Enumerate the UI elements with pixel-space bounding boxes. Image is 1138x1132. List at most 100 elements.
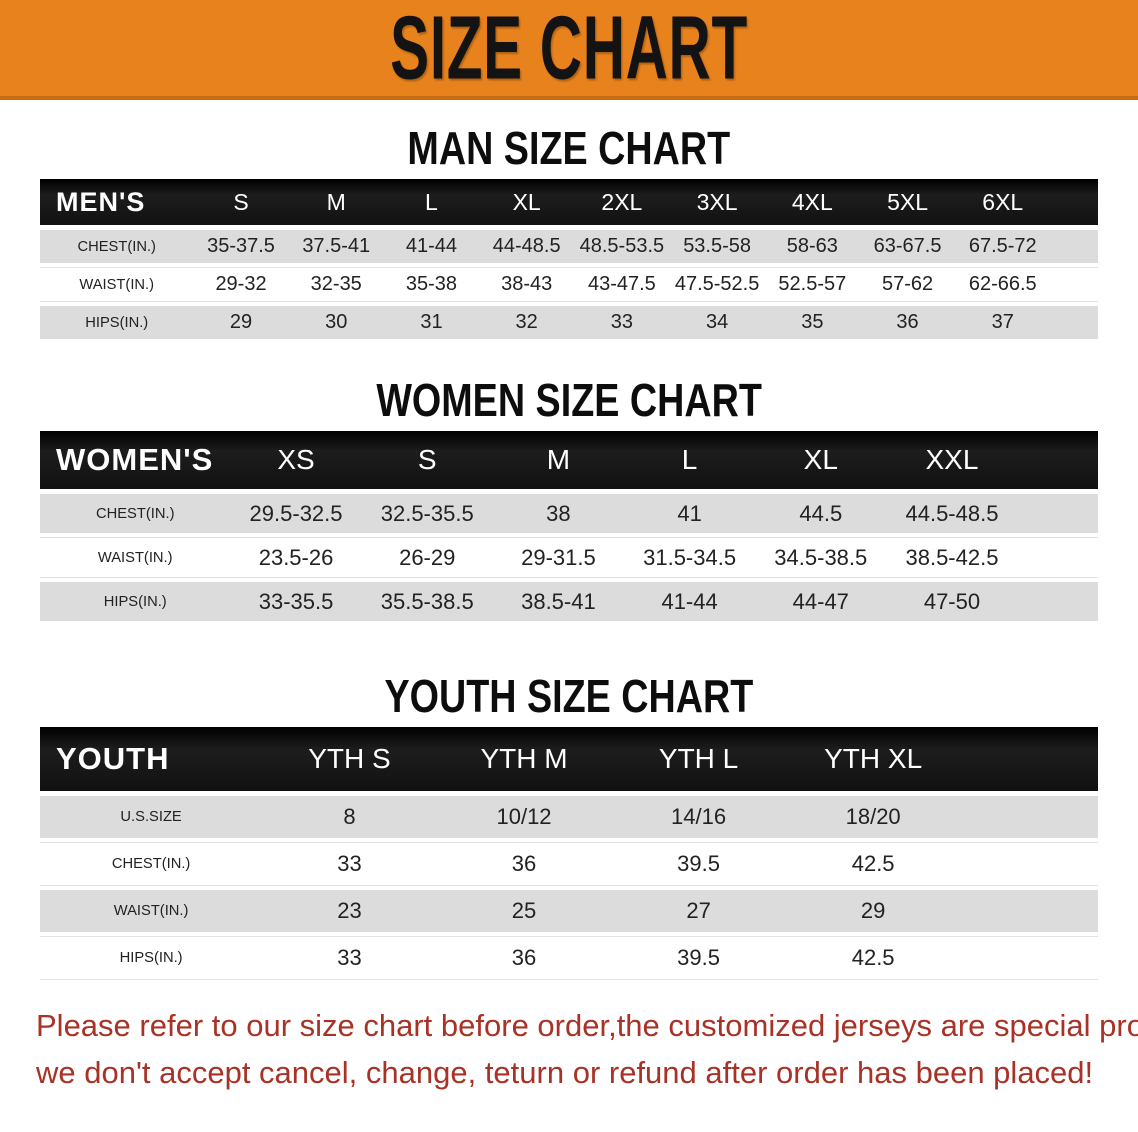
size-value: 26-29 <box>361 538 493 577</box>
size-value: 41-44 <box>383 230 480 263</box>
table-row: HIPS(IN.) 33 36 39.5 42.5 <box>40 937 1098 979</box>
size-value: 29 <box>193 306 289 339</box>
size-column-header: YTH S <box>262 727 437 791</box>
header-filler <box>1017 431 1098 489</box>
size-value: 36 <box>436 843 612 885</box>
size-value: 33 <box>262 843 437 885</box>
size-column-header: 6XL <box>955 179 1051 225</box>
size-value: 34 <box>669 306 765 339</box>
size-value: 44-47 <box>755 582 887 621</box>
row-label: CHEST(IN.) <box>40 843 263 885</box>
men-table-body: CHEST(IN.) 35-37.5 37.5-41 41-44 44-48.5 48.5… <box>40 230 1098 339</box>
size-value: 23 <box>262 890 437 932</box>
size-column-header: XL <box>479 179 575 225</box>
size-value: 47.5-52.5 <box>669 268 765 301</box>
women-table-body: CHEST(IN.) 29.5-32.5 32.5-35.5 38 41 44.5 44.5… <box>40 494 1098 621</box>
women-title-row: WOMEN SIZE CHART <box>0 374 1138 426</box>
disclaimer-line-2: we don't accept cancel, change, teturn o… <box>36 1055 1094 1090</box>
youth-table-body: U.S.SIZE 8 10/12 14/16 18/20 CHEST(IN.) 33 36 39… <box>40 796 1098 979</box>
size-column-header: YTH L <box>611 727 786 791</box>
row-filler <box>1050 230 1098 263</box>
size-value: 42.5 <box>785 843 961 885</box>
size-chart-banner: SIZE CHART <box>0 0 1138 100</box>
size-value: 44.5-48.5 <box>886 494 1018 533</box>
size-value: 37 <box>955 306 1051 339</box>
table-header-label: WOMEN'S <box>40 431 231 489</box>
size-value: 36 <box>436 937 612 979</box>
banner-title: SIZE CHART <box>390 0 748 99</box>
row-label: HIPS(IN.) <box>40 582 231 621</box>
size-value: 57-62 <box>859 268 956 301</box>
row-filler <box>1017 582 1098 621</box>
table-header-label: MEN'S <box>40 179 194 225</box>
row-label: U.S.SIZE <box>40 796 263 838</box>
size-value: 41 <box>624 494 756 533</box>
size-value: 33-35.5 <box>230 582 362 621</box>
size-column-header: S <box>193 179 289 225</box>
size-value: 67.5-72 <box>955 230 1051 263</box>
women-section: WOMEN SIZE CHART WOMEN'S XS S M L XL XXL CHEST… <box>0 374 1138 626</box>
men-size-table: MEN'S S M L XL 2XL 3XL 4XL 5XL 6XL CHEST(IN.) 35-3… <box>40 174 1098 344</box>
size-value: 38 <box>492 494 624 533</box>
size-column-header: S <box>361 431 493 489</box>
row-label: WAIST(IN.) <box>40 538 231 577</box>
size-value: 44-48.5 <box>479 230 575 263</box>
size-value: 44.5 <box>755 494 887 533</box>
row-label: WAIST(IN.) <box>40 268 194 301</box>
row-filler <box>960 796 1098 838</box>
table-row: HIPS(IN.) 29 30 31 32 33 34 35 36 37 <box>40 306 1098 339</box>
row-label: HIPS(IN.) <box>40 306 194 339</box>
men-section: MAN SIZE CHART MEN'S S M L XL 2XL 3XL 4XL 5XL 6XL… <box>0 122 1138 344</box>
header-filler <box>960 727 1098 791</box>
row-filler <box>1017 494 1098 533</box>
size-value: 53.5-58 <box>669 230 765 263</box>
women-section-title: WOMEN SIZE CHART <box>376 374 762 426</box>
size-value: 38.5-41 <box>492 582 624 621</box>
row-label: CHEST(IN.) <box>40 230 194 263</box>
size-value: 35 <box>764 306 860 339</box>
size-value: 52.5-57 <box>764 268 860 301</box>
size-value: 27 <box>611 890 786 932</box>
youth-header-row: YOUTH YTH S YTH M YTH L YTH XL <box>40 727 1098 791</box>
size-value: 48.5-53.5 <box>574 230 670 263</box>
header-filler <box>1050 179 1098 225</box>
row-filler <box>960 843 1098 885</box>
row-label: WAIST(IN.) <box>40 890 263 932</box>
size-value: 47-50 <box>886 582 1018 621</box>
size-value: 38-43 <box>479 268 575 301</box>
youth-size-table: YOUTH YTH S YTH M YTH L YTH XL U.S.SIZE 8 10/1… <box>40 722 1098 984</box>
size-column-header: M <box>288 179 384 225</box>
size-value: 29 <box>785 890 961 932</box>
size-value: 29.5-32.5 <box>230 494 362 533</box>
youth-section: YOUTH SIZE CHART YOUTH YTH S YTH M YTH L YTH… <box>0 670 1138 984</box>
youth-title-row: YOUTH SIZE CHART <box>0 670 1138 722</box>
size-value: 25 <box>436 890 612 932</box>
table-row: U.S.SIZE 8 10/12 14/16 18/20 <box>40 796 1098 838</box>
size-value: 42.5 <box>785 937 961 979</box>
size-column-header: YTH XL <box>785 727 961 791</box>
youth-section-title: YOUTH SIZE CHART <box>384 670 754 722</box>
size-value: 39.5 <box>611 937 786 979</box>
size-column-header: M <box>492 431 624 489</box>
row-label: HIPS(IN.) <box>40 937 263 979</box>
table-header-label: YOUTH <box>40 727 263 791</box>
size-value: 32.5-35.5 <box>361 494 493 533</box>
size-value: 39.5 <box>611 843 786 885</box>
row-filler <box>1050 268 1098 301</box>
size-value: 23.5-26 <box>230 538 362 577</box>
table-row: CHEST(IN.) 33 36 39.5 42.5 <box>40 843 1098 885</box>
table-row: CHEST(IN.) 35-37.5 37.5-41 41-44 44-48.5 48.5… <box>40 230 1098 263</box>
size-value: 32-35 <box>288 268 384 301</box>
table-row: HIPS(IN.) 33-35.5 35.5-38.5 38.5-41 41-44 44-… <box>40 582 1098 621</box>
size-value: 32 <box>479 306 575 339</box>
size-column-header: XL <box>755 431 887 489</box>
size-value: 63-67.5 <box>859 230 956 263</box>
women-size-table: WOMEN'S XS S M L XL XXL CHEST(IN.) 29.5-32.5 32.… <box>40 426 1098 626</box>
size-value: 33 <box>574 306 670 339</box>
disclaimer-line-1: Please refer to our size chart before or… <box>36 1008 1138 1043</box>
row-filler <box>1017 538 1098 577</box>
size-value: 58-63 <box>764 230 860 263</box>
size-value: 35-38 <box>383 268 480 301</box>
size-value: 29-32 <box>193 268 289 301</box>
men-title-row: MAN SIZE CHART <box>0 122 1138 174</box>
